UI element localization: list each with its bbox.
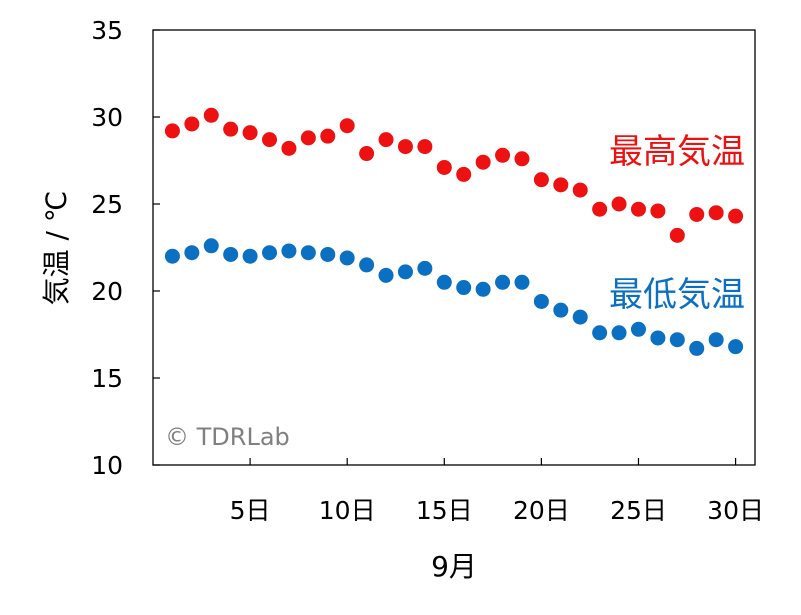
plot-area [152, 29, 756, 466]
data-point [650, 330, 666, 346]
data-point [378, 267, 394, 283]
data-point [203, 238, 219, 254]
data-point [262, 245, 278, 261]
data-point [708, 332, 724, 348]
y-tick-label: 35 [91, 16, 123, 45]
data-point [592, 325, 608, 341]
x-tick-label: 15日 [416, 496, 473, 525]
data-point [553, 302, 569, 318]
x-tick-label: 5日 [230, 496, 271, 525]
y-tick-label: 10 [91, 451, 123, 480]
x-axis-ticks: 5日 10日 15日 20日 25日 30日 [230, 458, 764, 525]
data-point [533, 293, 549, 309]
watermark: © TDRLab [165, 423, 290, 451]
data-point [397, 264, 413, 280]
data-point [514, 151, 530, 167]
data-point [359, 146, 375, 162]
y-tick-label: 20 [91, 277, 123, 306]
data-point [689, 206, 705, 222]
data-point [495, 274, 511, 290]
data-point [397, 139, 413, 155]
data-point [203, 107, 219, 123]
series-max-temp [164, 107, 744, 243]
data-point [456, 280, 472, 296]
data-point [495, 147, 511, 163]
data-point [320, 128, 336, 144]
data-point [184, 245, 200, 261]
y-tick-label: 30 [91, 103, 123, 132]
data-point [242, 248, 258, 264]
data-point [281, 243, 297, 259]
data-point [300, 245, 316, 261]
data-point [339, 250, 355, 266]
data-point [572, 309, 588, 325]
data-point [475, 154, 491, 170]
data-point [572, 182, 588, 198]
y-axis-ticks: 10 15 20 25 30 35 [91, 16, 160, 480]
y-tick-label: 25 [91, 190, 123, 219]
data-point [475, 281, 491, 297]
data-point [728, 339, 744, 355]
x-tick-label: 20日 [513, 496, 570, 525]
data-point [300, 130, 316, 146]
data-point [436, 159, 452, 175]
series-layer [164, 107, 744, 356]
data-point [611, 325, 627, 341]
data-point [553, 177, 569, 193]
data-point [533, 172, 549, 188]
data-point [359, 257, 375, 273]
data-point [669, 332, 685, 348]
data-point [417, 139, 433, 155]
data-point [650, 203, 666, 219]
data-point [456, 166, 472, 182]
y-tick-label: 15 [91, 364, 123, 393]
data-point [164, 248, 180, 264]
data-point [378, 132, 394, 148]
x-axis-title: 9月 [431, 550, 477, 583]
series-label-min-temp: 最低気温 [609, 275, 745, 315]
data-point [223, 246, 239, 262]
data-point [592, 201, 608, 217]
data-point [436, 274, 452, 290]
data-point [708, 205, 724, 221]
data-point [417, 260, 433, 276]
data-point [281, 140, 297, 156]
data-point [184, 116, 200, 132]
x-tick-label: 25日 [610, 496, 667, 525]
data-point [514, 274, 530, 290]
data-point [223, 121, 239, 137]
data-point [669, 227, 685, 243]
series-label-max-temp: 最高気温 [609, 132, 745, 172]
data-point [611, 196, 627, 212]
y-axis-title: 気温 / ℃ [40, 191, 73, 306]
data-point [728, 208, 744, 224]
x-tick-label: 30日 [707, 496, 764, 525]
data-point [630, 201, 646, 217]
data-point [262, 132, 278, 148]
data-point [242, 125, 258, 141]
series-min-temp [164, 238, 744, 356]
data-point [164, 123, 180, 139]
x-tick-label: 10日 [319, 496, 376, 525]
data-point [320, 246, 336, 262]
data-point [689, 340, 705, 356]
data-point [630, 321, 646, 337]
data-point [339, 118, 355, 134]
